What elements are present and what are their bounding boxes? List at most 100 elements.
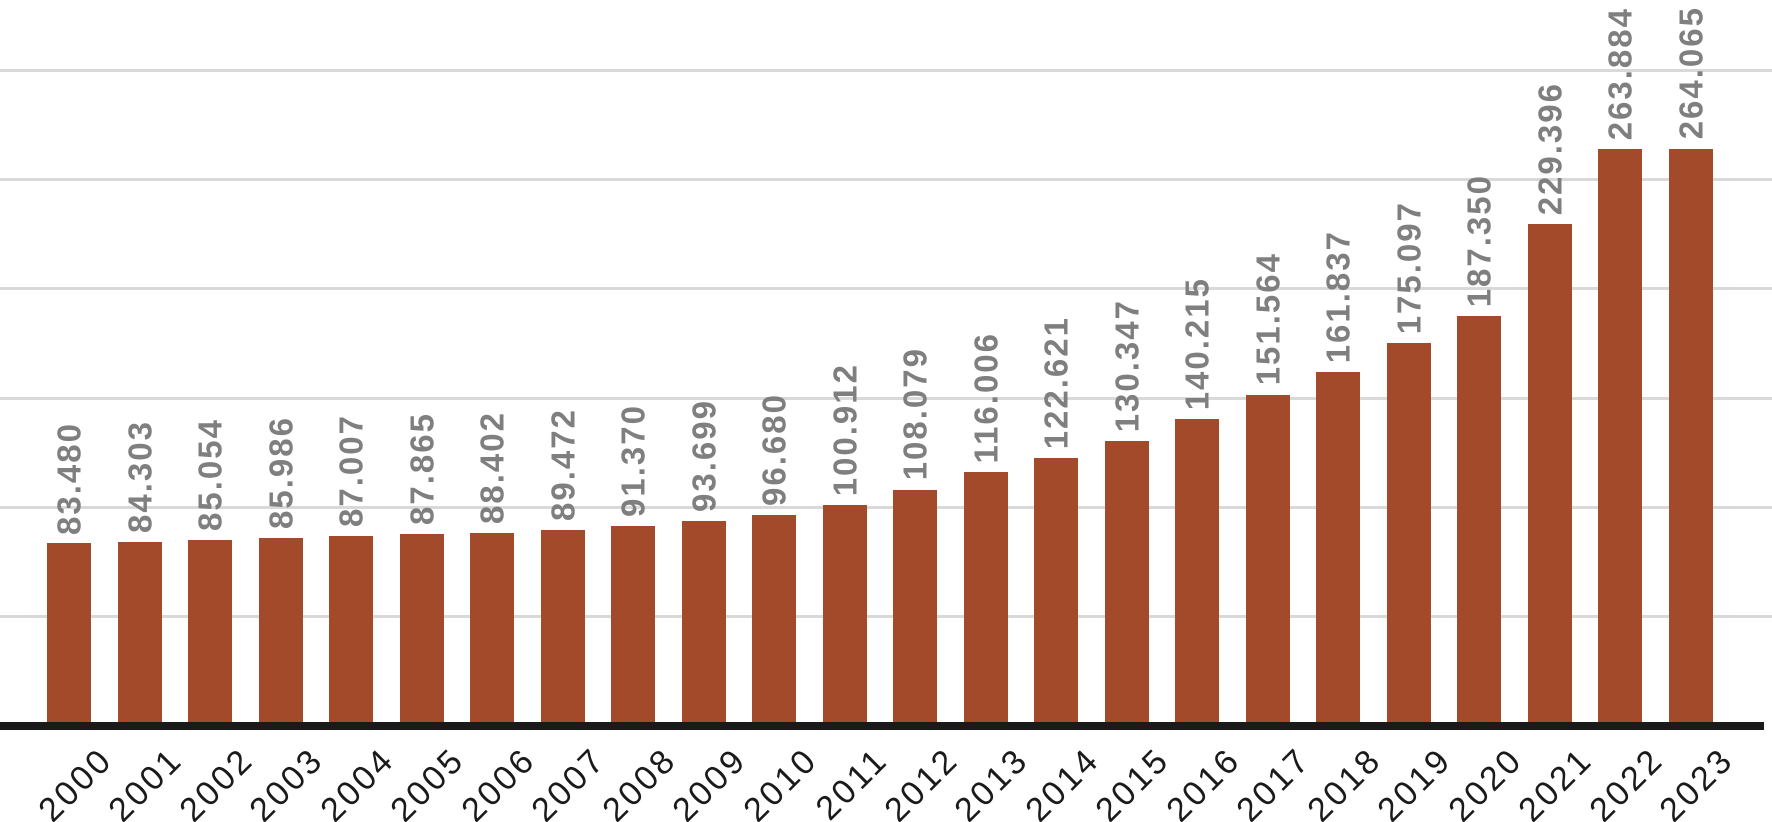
bar-group: 93.699 (669, 70, 740, 726)
gridline (0, 396, 1772, 400)
x-label-slot: 2001 (101, 726, 190, 822)
x-axis-line (0, 722, 1764, 730)
bar (47, 543, 92, 726)
bar-group: 263.884 (1585, 7, 1656, 726)
bar (1668, 148, 1713, 726)
bar (1316, 372, 1361, 726)
x-label-slot: 2006 (454, 726, 543, 822)
gridline (0, 68, 1772, 72)
x-label-slot: 2014 (1018, 726, 1107, 822)
bar-value-label: 87.865 (403, 411, 441, 525)
x-label-slot: 2008 (595, 726, 684, 822)
bar-group: 116.006 (951, 70, 1022, 726)
x-axis-labels: 2000 2001 2002 2003 2004 2005 2006 2007 2008 2009… (0, 726, 1772, 822)
bar-group: 130.347 (1092, 70, 1163, 726)
bar-group: 100.912 (810, 70, 881, 726)
bar-value-label: 130.347 (1108, 298, 1146, 432)
bar-group: 96.680 (739, 70, 810, 726)
bar (611, 526, 656, 726)
bar-value-label: 175.097 (1390, 200, 1428, 335)
x-label-slot: 2021 (1511, 726, 1600, 822)
bar-group: 83.480 (34, 70, 105, 726)
bar-value-label: 91.370 (614, 404, 652, 518)
bar-value-label: 88.402 (473, 410, 511, 524)
bar-group: 88.402 (457, 70, 528, 726)
x-label-slot: 2013 (947, 726, 1036, 822)
bar (329, 535, 374, 726)
bar (893, 489, 938, 726)
bar (1386, 343, 1431, 726)
bar-group: 91.370 (598, 70, 669, 726)
bar-group: 87.007 (316, 70, 387, 726)
bar (1598, 148, 1643, 726)
bar-group: 85.986 (246, 70, 317, 726)
bar-value-label: 85.054 (191, 418, 229, 532)
bars-row: 83.480 84.303 85.054 85.986 87.007 87.865 88.4… (0, 6, 1772, 726)
x-label-slot: 2010 (736, 726, 825, 822)
x-label-slot: 2000 (31, 726, 120, 822)
bar-group: 87.865 (387, 70, 458, 726)
gridline (0, 177, 1772, 181)
x-label-slot: 2023 (1652, 726, 1741, 822)
bar (681, 521, 726, 726)
bar-value-label: 140.215 (1178, 277, 1216, 411)
bar-value-label: 263.884 (1601, 6, 1639, 140)
x-label-slot: 2017 (1229, 726, 1318, 822)
bar-value-label: 161.837 (1319, 229, 1357, 364)
bar (822, 505, 867, 726)
bar-value-label: 93.699 (685, 399, 723, 513)
bar (752, 514, 797, 726)
bar-group: 122.621 (1021, 70, 1092, 726)
bar-value-label: 264.065 (1672, 6, 1710, 140)
bar-group: 85.054 (175, 70, 246, 726)
bar-value-label: 96.680 (755, 392, 793, 506)
bar-group: 140.215 (1162, 70, 1233, 726)
bar (1034, 457, 1079, 726)
bar-group: 84.303 (105, 70, 176, 726)
bar (540, 530, 585, 726)
x-label-slot: 2002 (172, 726, 261, 822)
bar-value-label: 89.472 (544, 408, 582, 522)
bar (1457, 316, 1502, 726)
bar-group: 175.097 (1374, 70, 1445, 726)
x-label-slot: 2003 (242, 726, 331, 822)
x-label-slot: 2022 (1582, 726, 1671, 822)
x-label-slot: 2007 (524, 726, 613, 822)
x-label-slot: 2015 (1088, 726, 1177, 822)
bar-group: 229.396 (1515, 70, 1586, 726)
bar (1527, 224, 1572, 726)
bar (117, 541, 162, 726)
bar (963, 472, 1008, 726)
gridline (0, 287, 1772, 291)
bar-value-label: 187.350 (1460, 174, 1498, 308)
bar-value-label: 83.480 (50, 421, 88, 535)
x-label-slot: 2012 (877, 726, 966, 822)
bar-group: 264.065 (1656, 6, 1727, 726)
bar-value-label: 87.007 (332, 413, 370, 527)
bar (1175, 419, 1220, 726)
bar-value-label: 122.621 (1037, 315, 1075, 449)
bar-value-label: 116.006 (967, 331, 1005, 464)
bar-group: 187.350 (1444, 70, 1515, 726)
bar-group: 89.472 (528, 70, 599, 726)
x-label-slot: 2019 (1370, 726, 1459, 822)
bar-group: 151.564 (1233, 70, 1304, 726)
x-label-slot: 2011 (808, 726, 895, 822)
bar (470, 532, 515, 726)
plot-area: 83.480 84.303 85.054 85.986 87.007 87.865 88.4… (0, 6, 1772, 726)
bar-value-label: 151.564 (1249, 252, 1287, 386)
bar-value-label: 85.986 (262, 416, 300, 529)
bar (258, 537, 303, 726)
x-label-slot: 2016 (1159, 726, 1248, 822)
x-label-slot: 2018 (1300, 726, 1389, 822)
bar (1104, 440, 1149, 726)
x-label-slot: 2005 (383, 726, 472, 822)
x-label-slot: 2004 (313, 726, 402, 822)
gridline (0, 505, 1772, 509)
bar-value-label: 229.396 (1531, 82, 1569, 216)
bar (188, 540, 233, 726)
bar-group: 108.079 (880, 70, 951, 726)
bar-value-label: 84.303 (121, 419, 159, 533)
bar (1245, 394, 1290, 726)
